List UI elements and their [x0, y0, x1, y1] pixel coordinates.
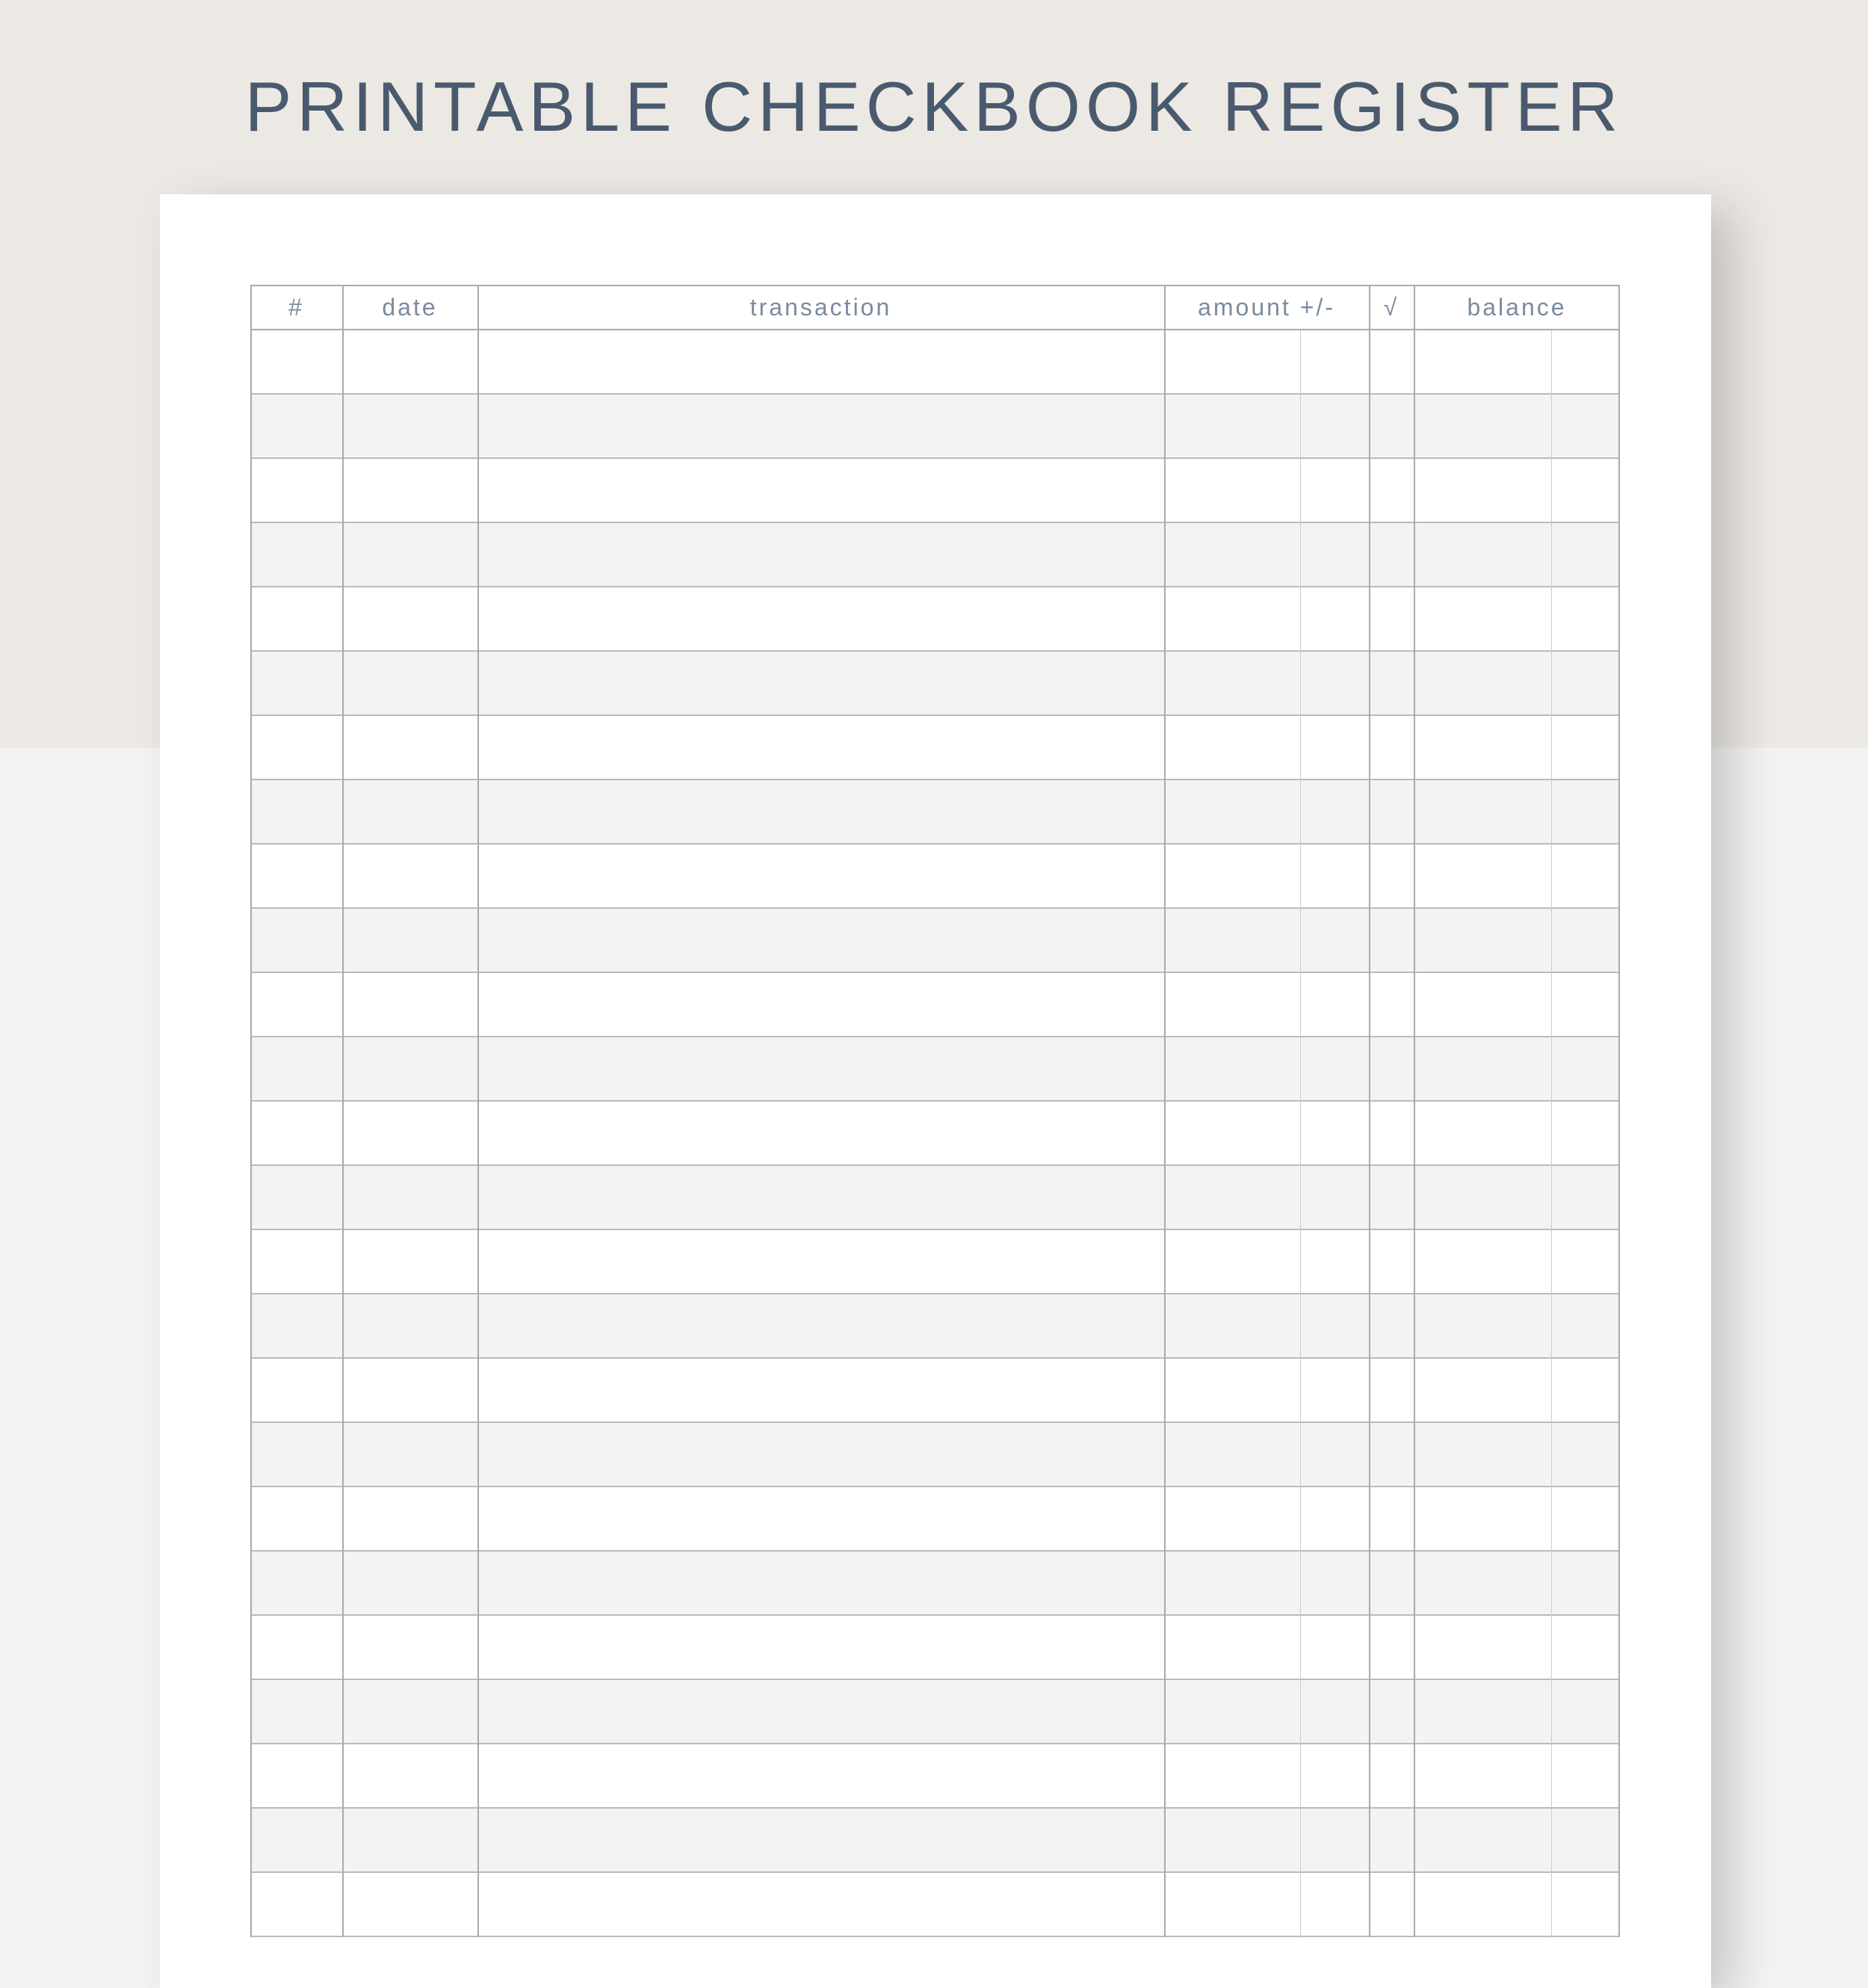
column-divider — [1414, 285, 1415, 1937]
table-row[interactable] — [250, 1230, 1620, 1294]
table-row[interactable] — [250, 845, 1620, 909]
header-transaction: transaction — [477, 285, 1164, 330]
header-date: date — [342, 285, 477, 330]
cents-divider — [1300, 330, 1301, 1937]
table-row[interactable] — [250, 973, 1620, 1037]
table-row[interactable] — [250, 1359, 1620, 1423]
column-divider — [1618, 285, 1620, 1937]
table-row[interactable] — [250, 716, 1620, 780]
table-row[interactable] — [250, 330, 1620, 395]
column-divider — [342, 285, 344, 1937]
table-row[interactable] — [250, 1616, 1620, 1680]
cents-divider — [1551, 330, 1552, 1937]
table-row[interactable] — [250, 1102, 1620, 1166]
table-row[interactable] — [250, 587, 1620, 652]
table-row[interactable] — [250, 459, 1620, 523]
header-balance: balance — [1414, 285, 1620, 330]
header-check: √ — [1369, 285, 1414, 330]
page-title: PRINTABLE CHECKBOOK REGISTER — [244, 67, 1624, 146]
table-row[interactable] — [250, 1487, 1620, 1552]
column-divider — [250, 285, 252, 1937]
header-number: # — [250, 285, 342, 330]
column-divider — [1164, 285, 1166, 1937]
table-row[interactable] — [250, 1744, 1620, 1809]
column-divider — [1369, 285, 1370, 1937]
column-divider — [477, 285, 479, 1937]
header-amount: amount +/- — [1164, 285, 1369, 330]
